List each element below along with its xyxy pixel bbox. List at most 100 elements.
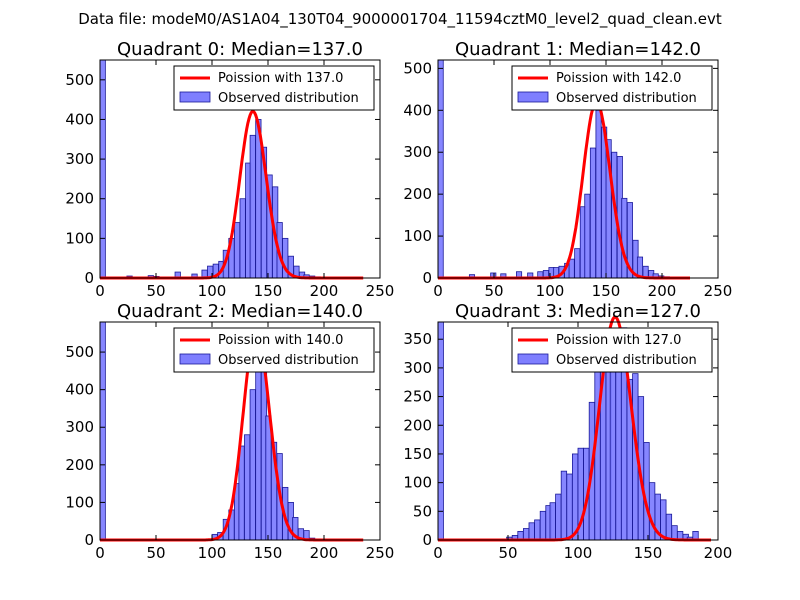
legend-bar-label: Observed distribution — [218, 353, 359, 368]
legend-bar-label: Observed distribution — [556, 353, 697, 368]
x-tick-label: 50 — [146, 282, 165, 300]
x-tick-label: 0 — [433, 544, 443, 562]
histogram-bar — [572, 453, 579, 541]
y-tick-label: 300 — [65, 418, 94, 436]
x-tick-label: 100 — [198, 544, 227, 562]
histogram-bar — [560, 470, 568, 541]
y-tick-label: 200 — [403, 416, 432, 434]
axis-ticks: 0 50 100 150 200 0 50 100 150 200 250 300 350 — [403, 322, 732, 562]
x-tick-label: 0 — [433, 282, 443, 300]
y-tick-label: 500 — [65, 71, 94, 89]
legend-line-label: Poission with 140.0 — [218, 333, 343, 348]
axis-ticks: 0 50 100 150 200 250 0 100 200 300 400 500 — [65, 322, 394, 562]
x-tick-label: 100 — [198, 282, 227, 300]
y-tick-label: 50 — [413, 502, 432, 520]
x-tick-label: 0 — [95, 282, 105, 300]
x-tick-label: 250 — [704, 282, 733, 300]
histogram-bar — [437, 321, 444, 541]
x-tick-label: 200 — [648, 282, 677, 300]
histogram-bar — [528, 522, 535, 541]
plot-area — [99, 59, 364, 280]
plot-area — [437, 315, 711, 542]
x-tick-label: 50 — [146, 544, 165, 562]
y-tick-label: 400 — [65, 381, 94, 399]
histogram-bar — [249, 389, 256, 541]
figure-title: Data file: modeM0/AS1A04_130T04_90000017… — [78, 10, 722, 29]
y-tick-label: 200 — [403, 185, 432, 203]
legend-line-label: Poission with 137.0 — [218, 71, 343, 86]
axis-ticks: 0 50 100 150 200 250 0 100 200 300 400 500 — [65, 60, 394, 300]
panel-quadrant-1: 0 50 100 150 200 250 0 100 200 300 400 500 Quadrant… — [403, 39, 732, 300]
x-tick-label: 100 — [564, 544, 593, 562]
histogram-bar — [555, 493, 562, 541]
x-tick-label: 150 — [634, 544, 663, 562]
y-tick-label: 0 — [422, 269, 432, 287]
histogram-bar — [244, 434, 251, 541]
panel-title: Quadrant 1: Median=142.0 — [455, 39, 701, 60]
legend-line-label: Poission with 127.0 — [556, 333, 681, 348]
y-tick-label: 200 — [65, 456, 94, 474]
x-tick-label: 200 — [704, 544, 733, 562]
legend-box — [173, 65, 375, 111]
histogram-bar — [584, 193, 591, 279]
x-tick-label: 250 — [366, 282, 395, 300]
histogram-bar — [595, 109, 602, 279]
histogram-bar — [437, 59, 444, 279]
histogram-bar — [649, 482, 656, 541]
x-tick-label: 150 — [254, 282, 283, 300]
histogram-bar — [539, 510, 547, 541]
x-tick-label: 150 — [592, 282, 621, 300]
poisson-curve — [438, 100, 690, 280]
panel-title: Quadrant 0: Median=137.0 — [117, 39, 363, 60]
axes-frame — [99, 59, 381, 279]
y-tick-label: 0 — [84, 531, 94, 549]
y-tick-label: 250 — [403, 388, 432, 406]
histogram-bars — [437, 59, 676, 279]
histogram-bar — [574, 248, 581, 279]
legend: Poission with 142.0 Observed distributio… — [511, 65, 713, 111]
legend-box — [173, 327, 375, 373]
legend-bar-swatch — [179, 91, 211, 103]
x-tick-label: 100 — [536, 282, 565, 300]
panel-quadrant-3: 0 50 100 150 200 0 50 100 150 200 250 300 350 Quadra… — [403, 301, 732, 562]
y-tick-label: 100 — [403, 227, 432, 245]
axes-frame — [437, 59, 719, 279]
legend-bar-swatch — [179, 353, 211, 365]
y-tick-label: 150 — [403, 445, 432, 463]
axes-frame — [99, 321, 381, 541]
histogram-bar — [534, 519, 541, 541]
panel-quadrant-2: 0 50 100 150 200 250 0 100 200 300 400 500 Quadrant… — [65, 301, 394, 562]
histogram-bar — [233, 222, 241, 279]
x-tick-label: 200 — [310, 544, 339, 562]
x-tick-label: 50 — [498, 544, 517, 562]
x-tick-label: 0 — [95, 544, 105, 562]
y-tick-label: 500 — [403, 59, 432, 77]
y-tick-label: 300 — [403, 359, 432, 377]
axis-ticks: 0 50 100 150 200 250 0 100 200 300 400 500 — [403, 59, 732, 300]
x-tick-label: 50 — [484, 282, 503, 300]
histogram-bar — [609, 367, 617, 541]
y-tick-label: 200 — [65, 190, 94, 208]
histogram-bar — [99, 321, 106, 541]
y-tick-label: 400 — [403, 101, 432, 119]
legend-line-label: Poission with 142.0 — [556, 71, 681, 86]
panel-quadrant-0: 0 50 100 150 200 250 0 100 200 300 400 500 Quadrant… — [65, 39, 394, 300]
histogram-bar — [99, 59, 106, 279]
histogram-bar — [671, 525, 678, 541]
legend: Poission with 127.0 Observed distributio… — [511, 327, 713, 373]
histogram-bar — [549, 502, 556, 541]
y-tick-label: 500 — [65, 343, 94, 361]
histogram-bar — [568, 258, 575, 279]
histogram-bar — [523, 528, 530, 541]
histogram-bar — [589, 147, 596, 279]
panel-title: Quadrant 2: Median=140.0 — [117, 301, 363, 322]
histogram-bar — [265, 415, 272, 541]
histogram-bar — [249, 134, 256, 279]
y-tick-label: 350 — [403, 330, 432, 348]
y-tick-label: 0 — [422, 531, 432, 549]
x-tick-label: 200 — [310, 282, 339, 300]
x-tick-label: 150 — [254, 544, 283, 562]
legend: Poission with 137.0 Observed distributio… — [173, 65, 375, 111]
y-tick-label: 100 — [65, 493, 94, 511]
